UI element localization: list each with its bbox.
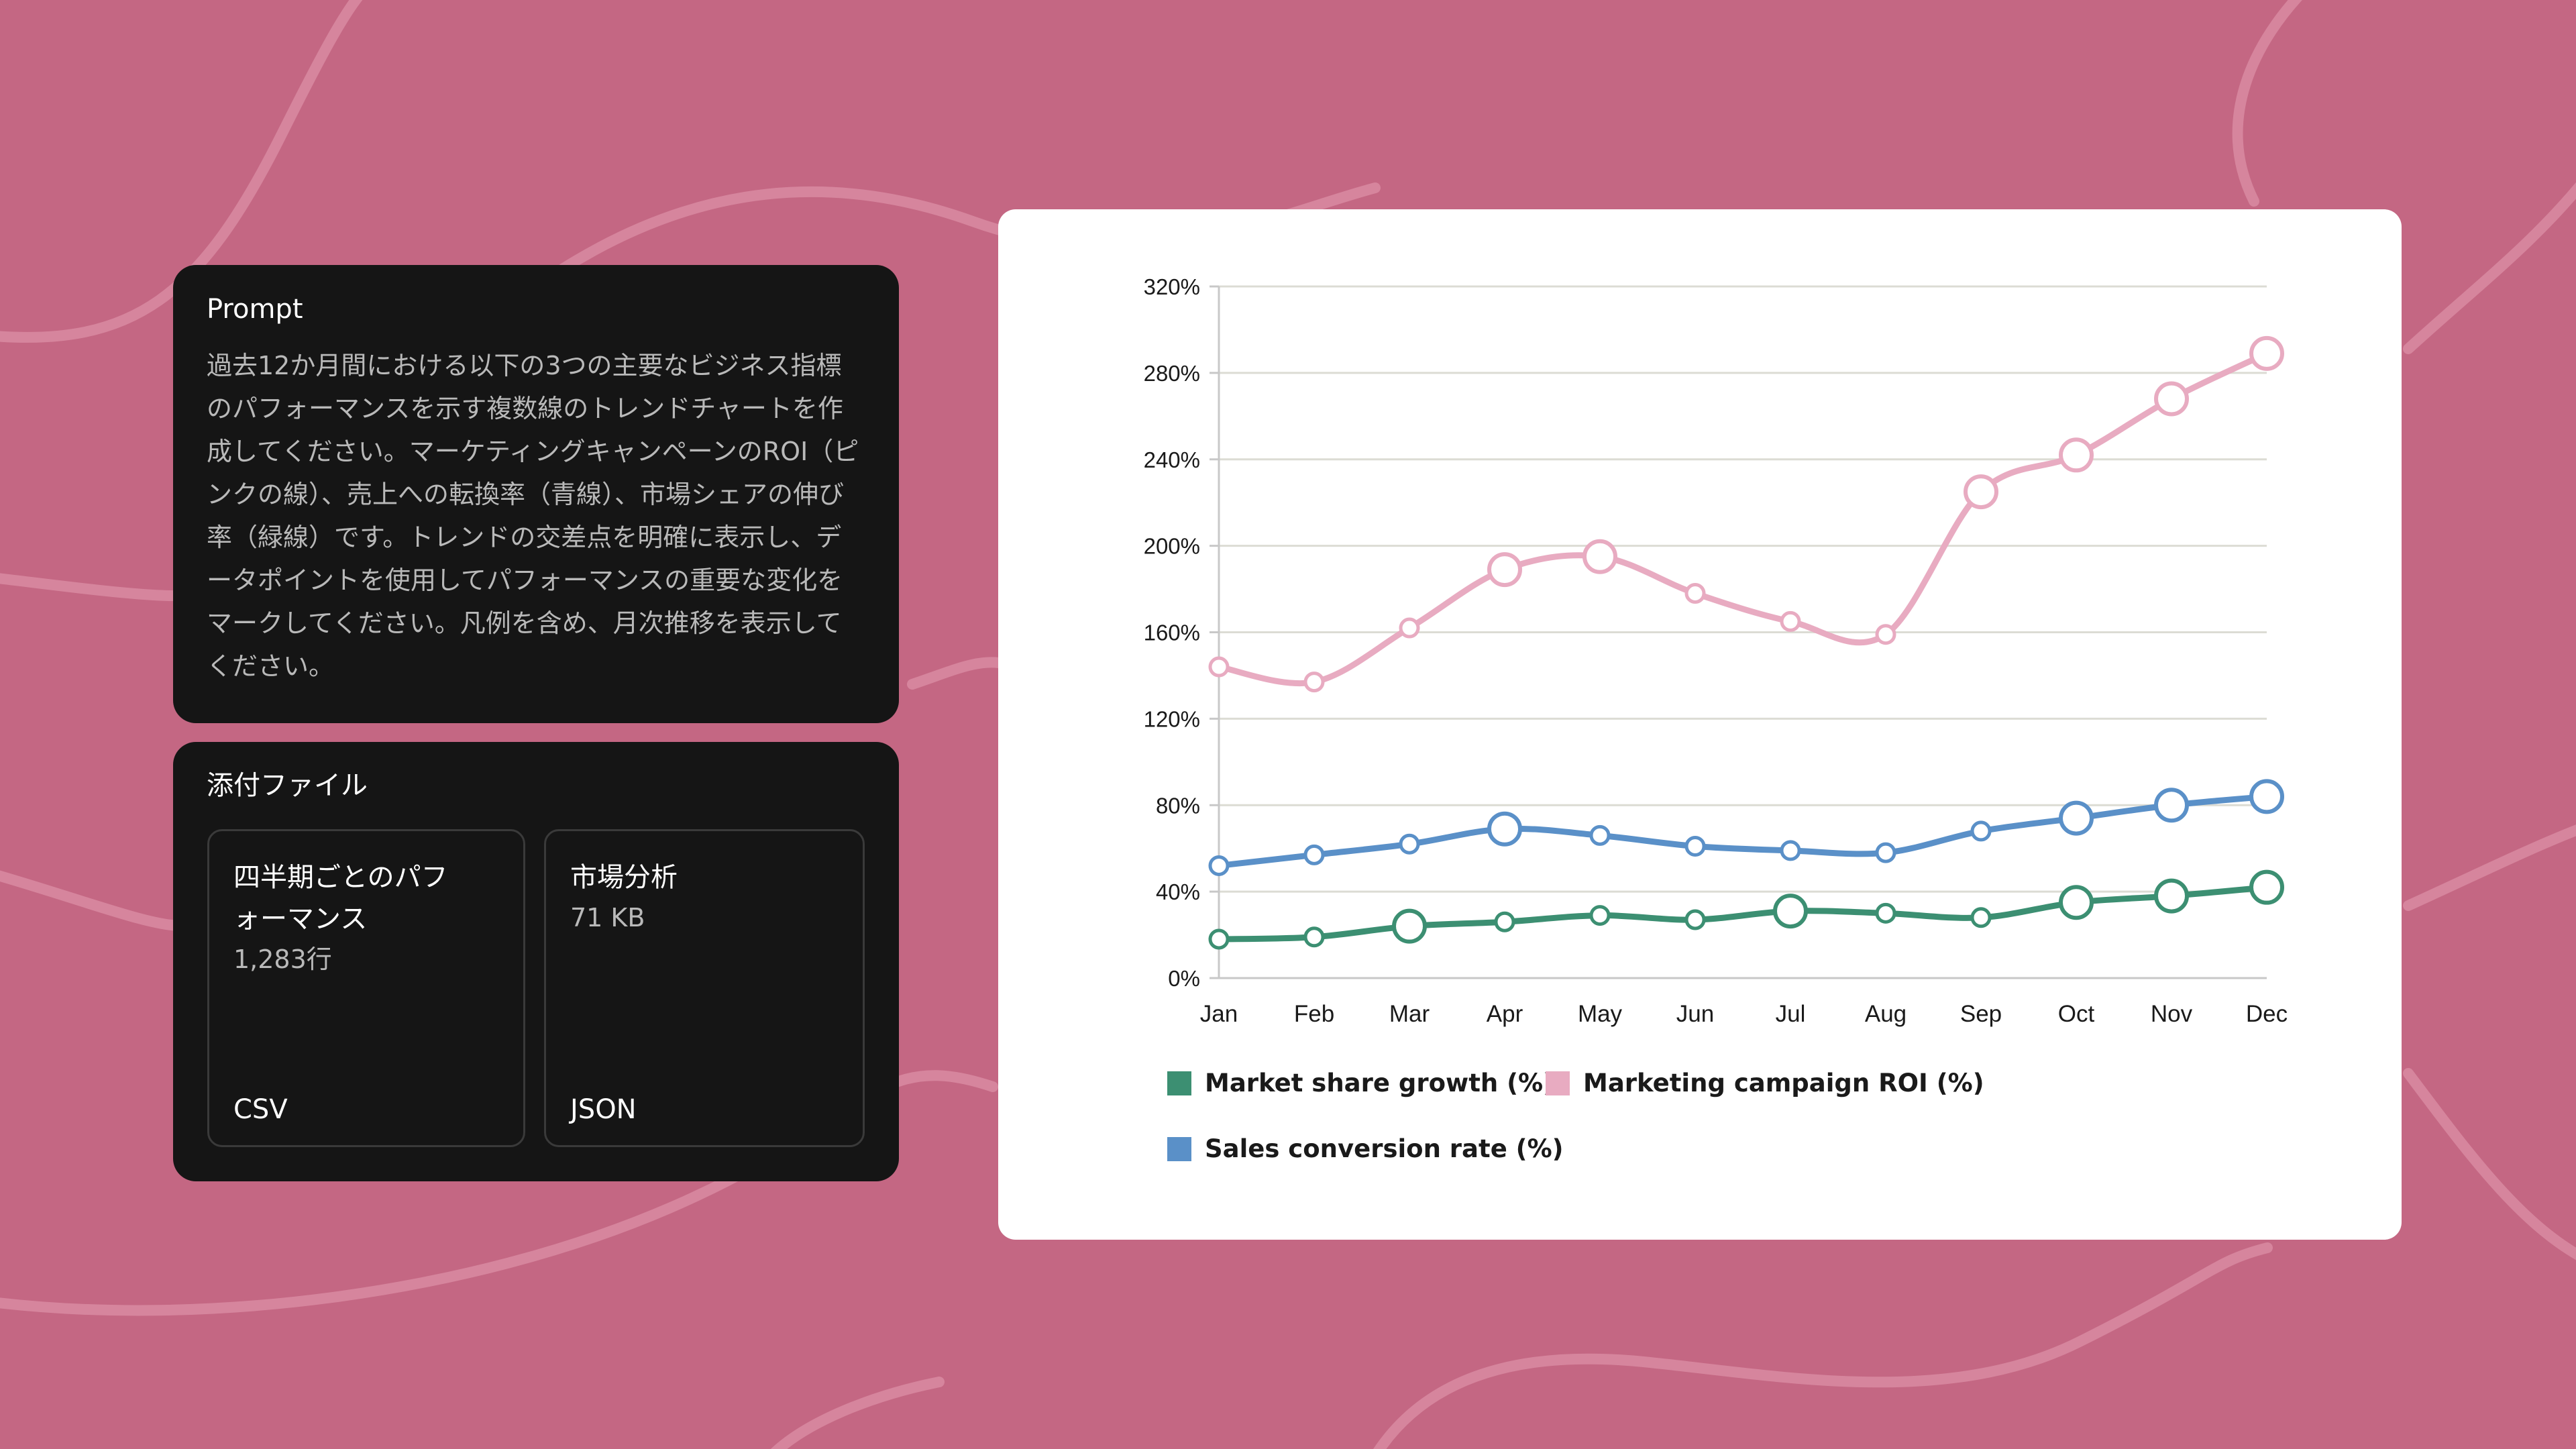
data-point-market-share-growth xyxy=(1208,928,1230,950)
x-tick-label: Feb xyxy=(1294,1001,1334,1027)
data-point-sales-conversion-rate xyxy=(1589,824,1611,846)
data-point-sales-conversion-rate xyxy=(1684,835,1706,857)
data-point-market-share-growth xyxy=(1773,894,1808,929)
data-point-marketing-campaign-roi xyxy=(1875,624,1896,645)
data-point-market-share-growth xyxy=(1494,911,1515,932)
data-point-market-share-growth xyxy=(1392,908,1427,944)
data-point-sales-conversion-rate xyxy=(1970,820,1992,842)
x-tick-label: May xyxy=(1578,1001,1623,1027)
legend-swatch-pink xyxy=(1546,1071,1570,1095)
x-tick-label: Aug xyxy=(1865,1001,1907,1027)
chart-card: 0% 40% 80% 120% 160% 200% 240% 280% 320% Jan Feb Ma… xyxy=(998,209,2402,1240)
data-point-sales-conversion-rate xyxy=(1487,811,1522,847)
data-point-market-share-growth xyxy=(1303,926,1325,948)
data-point-market-share-growth xyxy=(2249,869,2284,905)
data-point-sales-conversion-rate xyxy=(2059,800,2094,836)
legend-label: Market share growth (%) xyxy=(1205,1069,1554,1097)
x-tick-label: Apr xyxy=(1487,1001,1523,1027)
data-point-sales-conversion-rate xyxy=(1875,842,1896,863)
series-line-sales-conversion-rate xyxy=(1216,793,2270,869)
data-point-marketing-campaign-roi xyxy=(2249,335,2284,371)
data-point-marketing-campaign-roi xyxy=(1964,474,1998,510)
y-tick-label: 80% xyxy=(1156,793,1200,818)
data-point-sales-conversion-rate xyxy=(2249,779,2284,814)
legend-item-marketing-roi: Marketing campaign ROI (%) xyxy=(1546,1069,1984,1097)
file-type: CSV xyxy=(233,1094,288,1125)
attachments-title: 添付ファイル xyxy=(207,770,368,801)
data-point-marketing-campaign-roi xyxy=(1487,552,1522,588)
x-tick-label: Oct xyxy=(2058,1001,2095,1027)
legend-item-market-share: Market share growth (%) xyxy=(1167,1069,1554,1097)
y-tick-label: 160% xyxy=(1144,621,1200,645)
prompt-title: Prompt xyxy=(207,294,303,325)
legend-item-sales-conversion: Sales conversion rate (%) xyxy=(1167,1134,1564,1163)
data-point-market-share-growth xyxy=(1970,907,1992,928)
data-point-market-share-growth xyxy=(1589,905,1611,926)
x-tick-label: Jun xyxy=(1676,1001,1714,1027)
y-tick-label: 0% xyxy=(1168,966,1200,991)
line-chart: 0% 40% 80% 120% 160% 200% 240% 280% 320% Jan Feb Ma… xyxy=(1144,274,2288,1027)
file-name: 四半期ごとのパフォーマンス xyxy=(233,862,448,934)
legend-swatch-blue xyxy=(1167,1136,1191,1161)
data-point-sales-conversion-rate xyxy=(1780,840,1801,861)
attachment-file-csv[interactable]: 四半期ごとのパフォーマンス 1,283行 CSV xyxy=(207,829,525,1147)
y-tick-label: 280% xyxy=(1144,361,1200,386)
data-point-market-share-growth xyxy=(2059,885,2094,920)
data-point-marketing-campaign-roi xyxy=(1208,656,1230,678)
data-point-marketing-campaign-roi xyxy=(1303,672,1325,693)
y-tick-label: 320% xyxy=(1144,274,1200,299)
legend-swatch-green xyxy=(1167,1071,1191,1095)
file-meta: 1,283行 xyxy=(233,945,332,974)
data-point-sales-conversion-rate xyxy=(1399,833,1420,855)
data-point-marketing-campaign-roi xyxy=(2059,437,2094,473)
x-tick-label: Nov xyxy=(2151,1001,2193,1027)
x-tick-label: Dec xyxy=(2246,1001,2288,1027)
series-line-marketing-campaign-roi xyxy=(1216,350,2270,687)
legend-label: Marketing campaign ROI (%) xyxy=(1583,1069,1984,1097)
data-point-marketing-campaign-roi xyxy=(1780,610,1801,632)
data-point-marketing-campaign-roi xyxy=(2154,381,2189,417)
x-tick-label: Jul xyxy=(1776,1001,1806,1027)
data-point-market-share-growth xyxy=(1684,909,1706,930)
series-line-market-share-growth xyxy=(1216,884,2270,943)
x-tick-label: Mar xyxy=(1389,1001,1430,1027)
x-tick-label: Jan xyxy=(1200,1001,1238,1027)
y-tick-label: 40% xyxy=(1156,879,1200,904)
data-point-market-share-growth xyxy=(1875,902,1896,924)
attachments-card: 添付ファイル 四半期ごとのパフォーマンス 1,283行 CSV 市場分析 71 … xyxy=(173,742,899,1181)
prompt-card: Prompt 過去12か月間における以下の3つの主要なビジネス指標のパフォーマン… xyxy=(173,265,899,723)
x-tick-label: Sep xyxy=(1960,1001,2002,1027)
file-meta: 71 KB xyxy=(570,903,645,932)
prompt-text: 過去12か月間における以下の3つの主要なビジネス指標のパフォーマンスを示す複数線… xyxy=(207,351,859,681)
data-point-marketing-campaign-roi xyxy=(1684,583,1706,604)
attachment-file-json[interactable]: 市場分析 71 KB JSON xyxy=(544,829,865,1147)
data-point-sales-conversion-rate xyxy=(2154,788,2189,823)
y-tick-label: 240% xyxy=(1144,447,1200,472)
data-point-sales-conversion-rate xyxy=(1303,844,1325,865)
data-point-sales-conversion-rate xyxy=(1208,855,1230,876)
data-point-marketing-campaign-roi xyxy=(1582,539,1617,574)
y-tick-label: 120% xyxy=(1144,706,1200,731)
data-point-market-share-growth xyxy=(2154,878,2189,914)
y-tick-label: 200% xyxy=(1144,534,1200,559)
file-type: JSON xyxy=(570,1094,637,1125)
legend-label: Sales conversion rate (%) xyxy=(1205,1134,1564,1163)
file-name: 市場分析 xyxy=(570,862,678,893)
data-point-marketing-campaign-roi xyxy=(1399,617,1420,639)
